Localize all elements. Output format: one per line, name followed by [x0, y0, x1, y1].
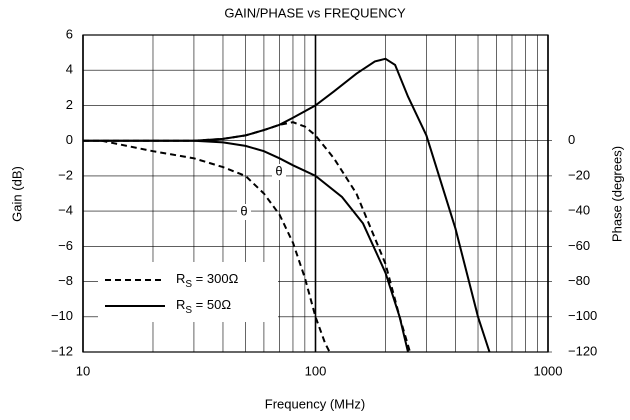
- x-tick-label: 10: [76, 363, 90, 378]
- legend-label-part: = 300Ω: [192, 271, 239, 286]
- y2-tick-label: −80: [568, 273, 590, 288]
- y2-axis-label: Phase (degrees): [609, 146, 624, 242]
- y-tick-label: −2: [58, 167, 73, 182]
- y2-tick-label: −120: [568, 343, 597, 358]
- y2-tick-label: −40: [568, 203, 590, 218]
- y-tick-label: −12: [51, 343, 73, 358]
- annotation: θ: [275, 163, 282, 178]
- legend-label-sub: S: [185, 279, 192, 290]
- y-tick-label: −10: [51, 308, 73, 323]
- legend-label-part: R: [176, 271, 185, 286]
- x-tick-label: 100: [305, 363, 327, 378]
- y-tick-label: −4: [58, 203, 73, 218]
- y-axis-label: Gain (dB): [9, 166, 24, 222]
- plot-frame: [82, 34, 549, 353]
- legend-label-part: R: [176, 297, 185, 312]
- y-tick-label: 4: [66, 62, 73, 77]
- legend-box: [98, 262, 278, 322]
- legend-label-sub: S: [185, 305, 192, 316]
- y-tick-label: 2: [66, 97, 73, 112]
- y2-tick-label: −100: [568, 308, 597, 323]
- legend-label-part: = 50Ω: [192, 297, 231, 312]
- series-line: [83, 139, 409, 352]
- y2-tick-label: −20: [568, 167, 590, 182]
- chart-title: GAIN/PHASE vs FREQUENCY: [224, 5, 406, 20]
- x-tick-label: 1000: [534, 363, 563, 378]
- x-axis-label: Frequency (MHz): [265, 396, 365, 411]
- y2-tick-label: −60: [568, 238, 590, 253]
- y-tick-label: 6: [66, 26, 73, 41]
- annotation: θ: [240, 203, 247, 218]
- legend-label: RS = 300Ω: [176, 271, 239, 289]
- series-line: [83, 57, 491, 352]
- annotation-bg: [272, 164, 286, 180]
- annotation-bg: [237, 204, 251, 220]
- y-tick-label: −6: [58, 238, 73, 253]
- legend-label: RS = 50Ω: [176, 297, 231, 315]
- y-tick-label: 0: [66, 132, 73, 147]
- y-tick-label: −8: [58, 273, 73, 288]
- series-line: [101, 139, 331, 352]
- y2-tick-label: 0: [568, 132, 575, 147]
